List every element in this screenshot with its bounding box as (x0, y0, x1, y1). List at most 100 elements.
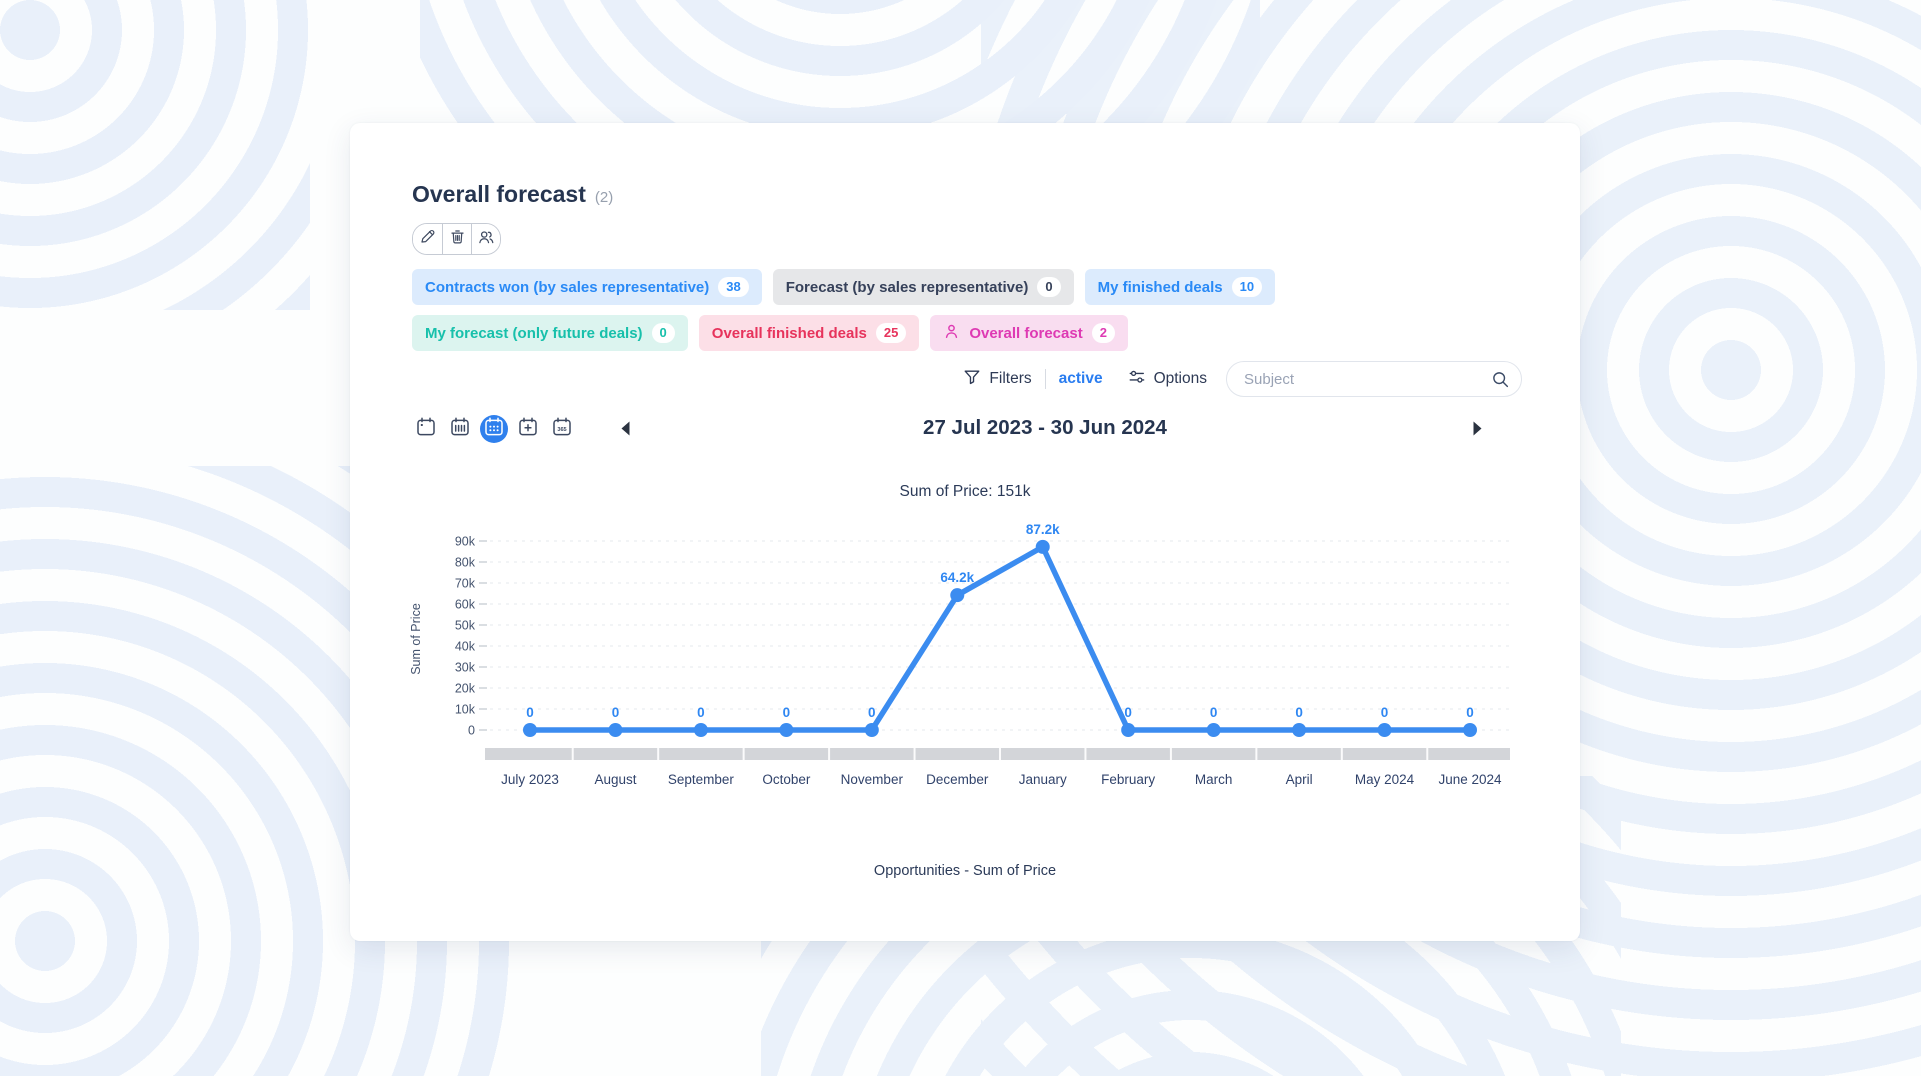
calendar-year-icon: 365 (552, 417, 572, 442)
filter-chip[interactable]: My finished deals 10 (1084, 269, 1276, 305)
filter-chip[interactable]: Overall finished deals 25 (698, 315, 920, 351)
data-point-label: 64.2k (940, 570, 974, 585)
chip-label: My forecast (only future deals) (425, 324, 643, 342)
calendar-month-icon (484, 417, 504, 442)
svg-text:70k: 70k (455, 577, 476, 591)
data-point-label: 0 (612, 705, 620, 720)
subject-search-box (1226, 361, 1522, 397)
data-point[interactable] (1206, 723, 1221, 737)
delete-button[interactable] (442, 224, 471, 254)
data-point[interactable] (864, 723, 879, 737)
svg-text:365: 365 (557, 427, 566, 433)
chip-count-badge: 38 (718, 277, 749, 297)
view-year-button[interactable]: 365 (548, 415, 576, 443)
svg-text:March: March (1195, 772, 1233, 787)
page-title: Overall forecast (412, 181, 586, 207)
filter-chip[interactable]: Overall forecast 2 (930, 315, 1128, 351)
calendar-week-icon (450, 417, 470, 442)
svg-text:February: February (1101, 772, 1155, 787)
edit-button[interactable] (413, 224, 442, 254)
data-point[interactable] (1292, 723, 1307, 737)
svg-text:November: November (841, 772, 904, 787)
forecast-chart-svg: 90k 80k 70k 60k 50k 40k 30k 20k 10k 0 Sum of Price… (409, 522, 1510, 787)
svg-text:80k: 80k (455, 556, 476, 570)
filter-chip[interactable]: Contracts won (by sales representative) 3… (412, 269, 762, 305)
filters-active-toggle[interactable]: active (1058, 370, 1103, 387)
svg-text:January: January (1019, 772, 1067, 787)
next-period-button[interactable] (1472, 420, 1483, 442)
widget-toolbar (412, 223, 501, 255)
view-week-button[interactable] (446, 415, 474, 443)
svg-text:September: September (668, 772, 735, 787)
data-point-label: 0 (697, 705, 705, 720)
period-view-switcher: 365 (412, 415, 576, 443)
svg-text:October: October (762, 772, 811, 787)
chart-legend: Opportunities - Sum of Price (873, 863, 1057, 879)
calendar-day-icon (416, 417, 436, 442)
filter-chip[interactable]: My forecast (only future deals) 0 (412, 315, 688, 351)
data-point[interactable] (523, 723, 537, 737)
chip-count-badge: 2 (1091, 323, 1115, 343)
svg-text:May 2024: May 2024 (1355, 772, 1415, 787)
filter-chips-row-1: Contracts won (by sales representative) 3… (412, 269, 1276, 305)
chip-label: My finished deals (1097, 278, 1223, 296)
svg-text:December: December (926, 772, 989, 787)
date-range-label[interactable]: 27 Jul 2023 - 30 Jun 2024 (923, 416, 1167, 439)
filter-chips-row-2: My forecast (only future deals) 0 Overall … (412, 315, 1128, 351)
calendar-add-icon (518, 417, 538, 442)
svg-text:30k: 30k (455, 661, 476, 675)
svg-text:April: April (1286, 772, 1313, 787)
chip-label: Forecast (by sales representative) (785, 278, 1029, 296)
data-point-label: 0 (1295, 705, 1303, 720)
filter-chip[interactable]: Forecast (by sales representative) 0 (772, 269, 1074, 305)
page-title-count: (2) (594, 189, 614, 206)
svg-text:60k: 60k (455, 598, 476, 612)
data-point-label: 0 (526, 705, 534, 720)
data-point[interactable] (779, 723, 794, 737)
data-point[interactable] (950, 588, 965, 603)
chip-count-badge: 25 (875, 323, 907, 343)
data-point[interactable] (1463, 723, 1477, 737)
forecast-widget-card: Overall forecast (2) Contracts won (by s… (350, 123, 1580, 941)
data-point[interactable] (693, 723, 708, 737)
data-point-label: 0 (1381, 705, 1389, 720)
person-icon (943, 323, 960, 344)
svg-text:August: August (594, 772, 636, 787)
previous-period-button[interactable] (620, 420, 631, 442)
people-icon (477, 228, 495, 251)
data-point-label: 0 (868, 705, 876, 720)
svg-text:10k: 10k (455, 703, 476, 717)
view-day-button[interactable] (412, 415, 440, 443)
chip-label: Overall finished deals (711, 324, 867, 342)
svg-text:June 2024: June 2024 (1438, 772, 1502, 787)
page-title-row: Overall forecast (2) (412, 181, 613, 208)
svg-text:40k: 40k (455, 640, 476, 654)
filters-bar: Filters active Options (963, 361, 1522, 397)
chip-count-badge: 0 (651, 323, 675, 343)
view-add-button[interactable] (514, 415, 542, 443)
trash-icon (449, 228, 466, 250)
pencil-icon (419, 228, 436, 250)
chip-count-badge: 10 (1231, 277, 1263, 297)
filters-button[interactable]: Filters (963, 368, 1032, 391)
chip-label: Contracts won (by sales representative) (425, 278, 710, 296)
sliders-icon (1128, 368, 1146, 391)
svg-text:20k: 20k (455, 682, 476, 696)
divider (1044, 369, 1046, 389)
data-point[interactable] (1035, 539, 1050, 554)
svg-text:50k: 50k (455, 619, 476, 633)
assign-button[interactable] (471, 224, 500, 254)
svg-text:90k: 90k (455, 535, 476, 549)
options-button[interactable]: Options (1128, 368, 1207, 391)
data-point-label: 0 (783, 705, 791, 720)
view-month-button[interactable] (480, 415, 508, 443)
data-point-label: 0 (1210, 705, 1218, 720)
data-point[interactable] (1377, 723, 1392, 737)
data-point[interactable] (1121, 723, 1136, 737)
data-point[interactable] (608, 723, 623, 737)
svg-text:July 2023: July 2023 (501, 772, 559, 787)
subject-search-input[interactable] (1227, 362, 1521, 396)
options-label: Options (1153, 370, 1207, 387)
search-icon[interactable] (1491, 370, 1510, 394)
